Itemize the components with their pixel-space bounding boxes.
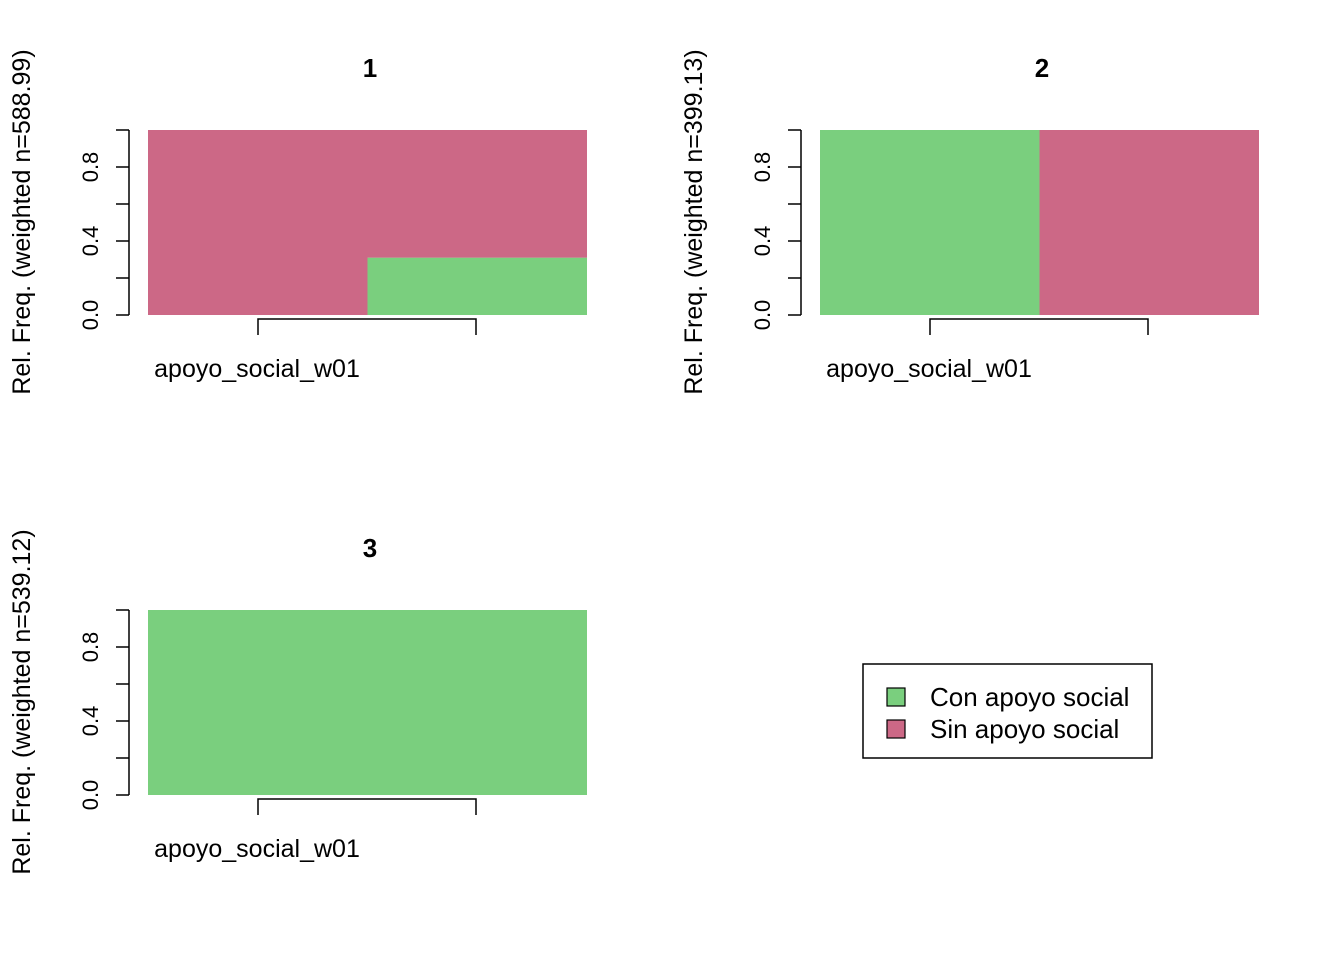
legend-swatch <box>886 719 906 739</box>
bar-segment-2-1 <box>820 130 1040 315</box>
legend-swatch <box>886 687 906 707</box>
panel-title: 3 <box>363 533 377 563</box>
y-tick-label: 0.0 <box>78 300 103 331</box>
bar-segment-3-1 <box>148 610 587 795</box>
y-tick-label: 0.8 <box>750 152 775 183</box>
legend-entry-label: Sin apoyo social <box>930 714 1119 744</box>
y-tick-label: 0.8 <box>78 632 103 663</box>
bar-segment-2-2 <box>1039 130 1259 315</box>
y-tick-label: 0.0 <box>750 300 775 331</box>
y-axis-label: Rel. Freq. (weighted n=399.13) <box>680 49 708 394</box>
panel-title: 1 <box>363 53 377 83</box>
x-category-label: apoyo_social_w01 <box>154 355 360 383</box>
legend-entry-label: Con apoyo social <box>930 682 1129 712</box>
legend-box <box>862 663 1153 759</box>
x-axis-bracket <box>929 318 1149 335</box>
bar-segment-1-2 <box>367 257 587 315</box>
y-tick-label: 0.4 <box>78 706 103 737</box>
y-tick-label: 0.4 <box>78 226 103 257</box>
y-axis-label: Rel. Freq. (weighted n=539.12) <box>8 529 36 874</box>
y-tick-label: 0.8 <box>78 152 103 183</box>
y-tick-label: 0.4 <box>750 226 775 257</box>
panel-3: 3 0.0 0.4 0.8 Rel. Freq. (weighted n=539.12)… <box>8 529 587 875</box>
x-category-label: apoyo_social_w01 <box>826 355 1032 383</box>
y-tick-label: 0.0 <box>78 780 103 811</box>
x-category-label: apoyo_social_w01 <box>154 835 360 863</box>
x-axis-bracket <box>257 318 477 335</box>
panel-title: 2 <box>1035 53 1049 83</box>
bar-segment-1-1 <box>148 130 368 315</box>
panel-2: 2 0.0 0.4 0.8 Rel. Freq. (weighted n=399.13)… <box>680 49 1259 395</box>
bar-segment-1-3 <box>367 130 587 258</box>
y-axis-label: Rel. Freq. (weighted n=588.99) <box>8 49 36 394</box>
panel-1: 1 0.0 0.4 0.8 Rel. Freq. (weighted n=588.99)… <box>8 49 587 395</box>
x-axis-bracket <box>257 798 477 815</box>
